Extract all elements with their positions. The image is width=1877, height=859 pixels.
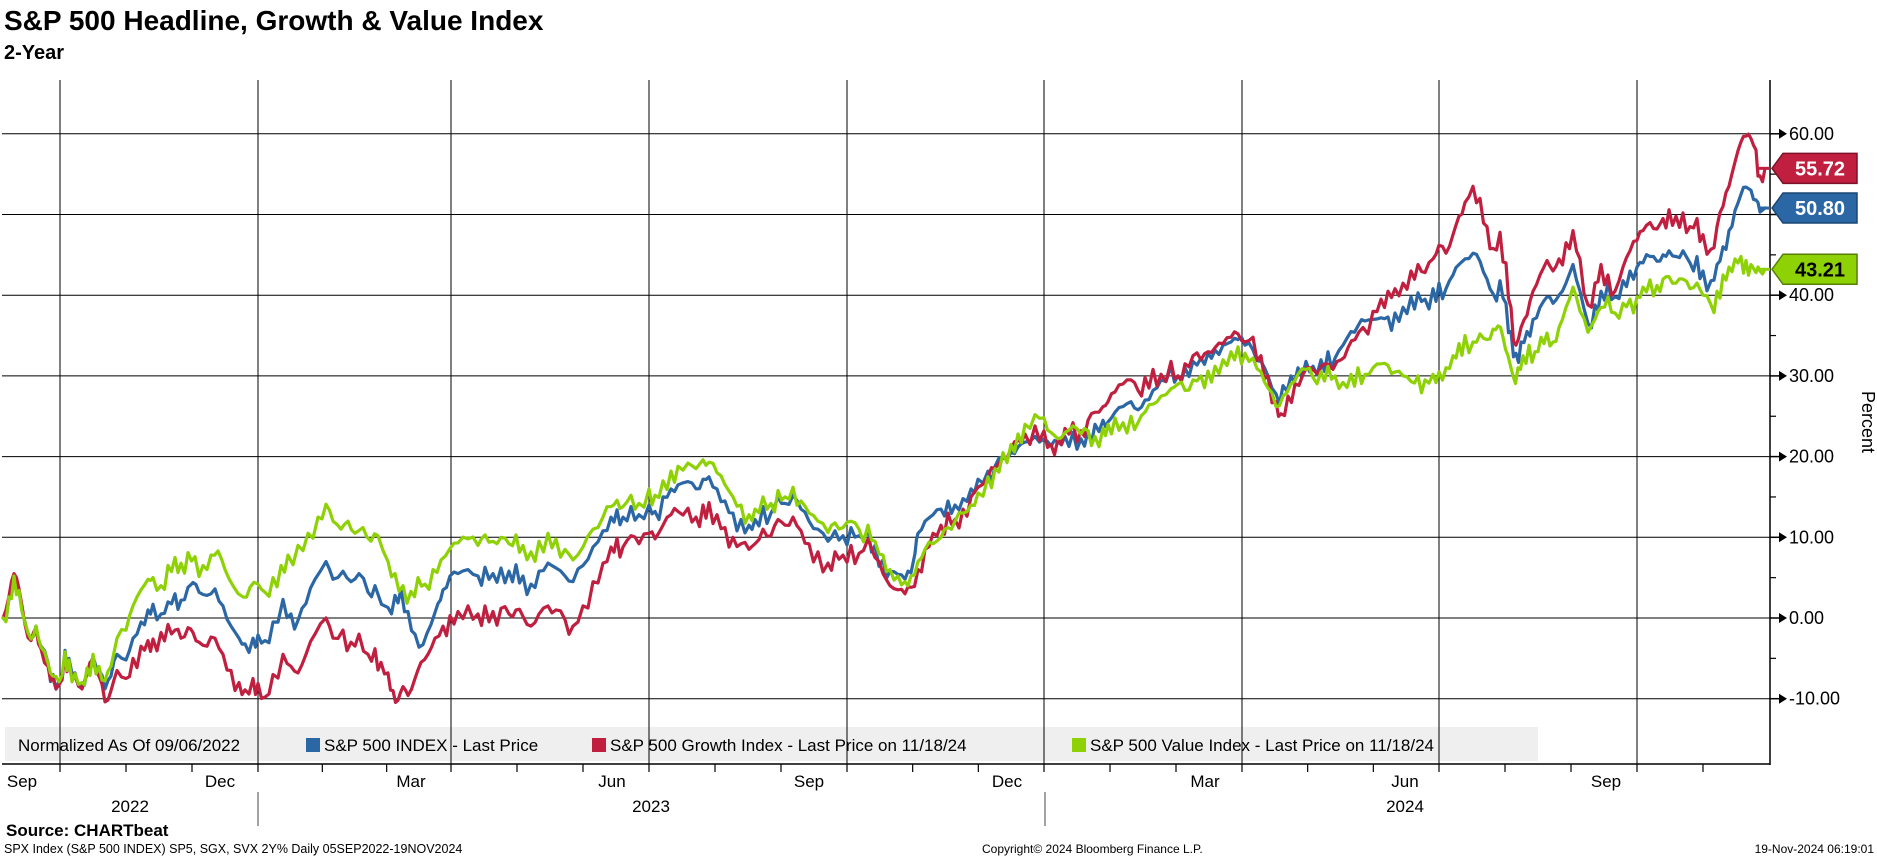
- y-tick-arrow-icon: [1779, 128, 1787, 139]
- y-axis-title: Percent: [1858, 391, 1877, 453]
- x-month-label: Dec: [992, 772, 1023, 791]
- axes: [2, 80, 1787, 772]
- last-price-badge-value[interactable]: 43.21: [1771, 253, 1858, 286]
- page-title: S&P 500 Headline, Growth & Value Index: [4, 5, 544, 36]
- y-tick-label: 40.00: [1789, 285, 1834, 305]
- legend-item-spx[interactable]: S&P 500 INDEX - Last Price: [324, 736, 538, 755]
- last-price-badge-spx[interactable]: 50.80: [1771, 192, 1858, 224]
- y-tick-arrow-icon: [1779, 370, 1787, 381]
- x-month-label: Sep: [794, 772, 824, 791]
- chart-period-subtitle: 2-Year: [4, 42, 64, 64]
- badge-value: 50.80: [1795, 198, 1845, 220]
- x-month-label: Jun: [1391, 772, 1418, 791]
- y-tick-arrow-icon: [1779, 451, 1787, 462]
- badge-shape: [1771, 152, 1858, 185]
- source-label: Source: CHARTbeat: [6, 821, 169, 840]
- series-line-spx: [1, 185, 1767, 691]
- y-tick-arrow-icon: [1779, 290, 1787, 301]
- y-tick-arrow-icon: [1779, 532, 1787, 543]
- legend-item-normalized[interactable]: Normalized As Of 09/06/2022: [18, 736, 240, 755]
- legend-item-value[interactable]: S&P 500 Value Index - Last Price on 11/1…: [1090, 736, 1434, 755]
- timestamp-label: 19-Nov-2024 06:19:01: [1755, 842, 1875, 856]
- x-month-label: Dec: [205, 772, 236, 791]
- y-tick-arrow-icon: [1779, 613, 1787, 623]
- y-tick-label: 60.00: [1789, 124, 1834, 144]
- badge-shape: [1771, 253, 1858, 286]
- badge-shape: [1771, 192, 1858, 224]
- x-month-label: Jun: [598, 772, 625, 791]
- legend-item-growth[interactable]: S&P 500 Growth Index - Last Price on 11/…: [610, 736, 967, 755]
- badge-value: 55.72: [1795, 158, 1845, 180]
- x-year-label: 2024: [1386, 797, 1424, 816]
- last-price-badge-growth[interactable]: 55.72: [1771, 152, 1858, 185]
- x-month-label: Sep: [7, 772, 37, 791]
- y-tick-arrow-icon: [1779, 693, 1787, 704]
- series-line-sgx: [1, 132, 1767, 705]
- grid-lines: [2, 80, 1770, 764]
- ticker-meta-line: SPX Index (S&P 500 INDEX) SP5, SGX, SVX …: [4, 842, 462, 856]
- y-tick-label: 10.00: [1789, 527, 1834, 547]
- x-year-label: 2022: [111, 797, 149, 816]
- y-tick-label: -10.00: [1789, 689, 1840, 709]
- legend: Normalized As Of 09/06/2022 S&P 500 INDE…: [18, 736, 1434, 755]
- x-month-label: Mar: [1190, 772, 1220, 791]
- chart-plot-area[interactable]: [1, 132, 1770, 705]
- copyright-label: Copyright© 2024 Bloomberg Finance L.P.: [982, 842, 1203, 856]
- y-tick-label: 30.00: [1789, 366, 1834, 386]
- last-price-badges[interactable]: 55.72 50.80 43.21: [1771, 152, 1858, 286]
- spx-legend-swatch: [306, 738, 320, 752]
- x-month-label: Mar: [396, 772, 426, 791]
- series-line-svx: [1, 254, 1767, 687]
- growth-legend-swatch: [592, 738, 606, 752]
- y-tick-label: 0.00: [1789, 608, 1824, 628]
- badge-value: 43.21: [1795, 259, 1845, 281]
- x-year-label: 2023: [632, 797, 670, 816]
- legend-bar: [5, 727, 1538, 761]
- y-tick-label: 20.00: [1789, 447, 1834, 467]
- x-month-label: Sep: [1591, 772, 1621, 791]
- value-legend-swatch: [1072, 738, 1086, 752]
- x-axis-labels: Sep Dec Mar Jun Sep Dec Mar Jun Sep 2022 2023 2024: [7, 772, 1621, 826]
